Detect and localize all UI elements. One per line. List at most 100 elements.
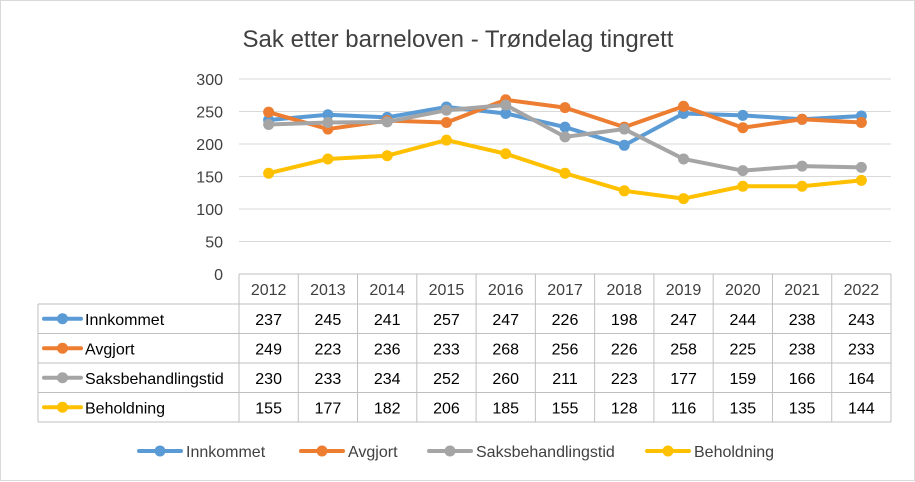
data-point <box>737 180 749 192</box>
table-legend-marker <box>57 401 68 413</box>
data-cell: 185 <box>492 400 519 417</box>
x-tick-label: 2021 <box>784 282 820 299</box>
data-point <box>263 167 275 179</box>
series-innkommet <box>263 101 867 151</box>
data-cell: 144 <box>848 400 875 417</box>
legend-label: Innkommet <box>186 444 266 461</box>
data-point <box>322 117 334 129</box>
table-legend-marker <box>57 313 68 325</box>
data-point <box>796 113 808 125</box>
data-cell: 116 <box>671 400 697 417</box>
series-beholdning <box>263 134 867 205</box>
data-point <box>263 119 275 130</box>
x-tick-label: 2013 <box>310 282 346 299</box>
table-row-label: Saksbehandlingstid <box>85 371 224 388</box>
data-cell: 233 <box>315 371 342 388</box>
data-cell: 223 <box>611 371 638 388</box>
y-tick-label: 100 <box>196 202 223 219</box>
x-tick-label: 2017 <box>547 282 583 299</box>
legend-label: Saksbehandlingstid <box>476 444 615 461</box>
data-point <box>618 139 630 151</box>
data-point <box>440 117 452 129</box>
table-legend-marker <box>57 372 68 384</box>
data-point <box>678 153 690 165</box>
data-cell: 247 <box>492 312 519 329</box>
data-point <box>855 117 867 129</box>
data-point <box>855 174 867 186</box>
y-tick-label: 250 <box>196 105 223 122</box>
legend-marker <box>154 445 166 457</box>
data-cell: 247 <box>670 312 697 329</box>
data-point <box>500 148 512 160</box>
x-tick-label: 2022 <box>844 282 880 299</box>
data-cell: 244 <box>729 312 756 329</box>
data-point <box>559 167 571 179</box>
series-lines <box>263 94 867 205</box>
table-legend-marker <box>57 342 68 354</box>
data-cell: 128 <box>611 400 638 417</box>
legend-marker <box>662 445 674 457</box>
data-point <box>500 99 512 111</box>
data-cell: 256 <box>552 341 579 358</box>
data-point <box>322 153 334 165</box>
data-point <box>796 180 808 192</box>
data-cell: 230 <box>255 371 282 388</box>
data-point <box>559 102 571 114</box>
data-cell: 182 <box>374 400 401 417</box>
legend-label: Beholdning <box>694 444 774 461</box>
data-cell: 249 <box>255 341 282 358</box>
y-tick-label: 150 <box>196 170 223 187</box>
data-cell: 159 <box>729 371 756 388</box>
data-cell: 241 <box>374 312 401 329</box>
data-point <box>440 134 452 146</box>
y-tick-label: 50 <box>205 235 223 252</box>
data-cell: 243 <box>848 312 875 329</box>
x-tick-label: 2014 <box>369 282 405 299</box>
data-point <box>737 165 749 177</box>
table-row-label: Avgjort <box>85 341 135 358</box>
legend: Innkommet Avgjort Saksbehandlingstid Behold… <box>137 444 774 461</box>
legend-item: Avgjort <box>299 444 398 461</box>
data-point <box>500 107 512 119</box>
data-point <box>678 193 690 205</box>
data-cell: 206 <box>433 400 460 417</box>
series-saksbehandlingstid <box>263 99 867 177</box>
data-cell: 135 <box>789 400 816 417</box>
data-point <box>737 109 749 121</box>
data-table: 2012 2013 2014 2015 2016 2017 2018 2019 2020 2021… <box>37 273 892 423</box>
data-cell: 155 <box>255 400 282 417</box>
data-cell: 237 <box>255 312 282 329</box>
data-cell: 238 <box>789 341 816 358</box>
legend-item: Saksbehandlingstid <box>427 444 615 461</box>
data-cell: 257 <box>433 312 460 329</box>
data-cell: 155 <box>552 400 579 417</box>
y-tick-label: 0 <box>214 267 223 284</box>
data-cell: 211 <box>552 371 578 388</box>
data-cell: 234 <box>374 371 401 388</box>
data-cell: 164 <box>848 371 875 388</box>
data-cell: 258 <box>670 341 697 358</box>
data-cell: 252 <box>433 371 460 388</box>
data-cell: 268 <box>492 341 519 358</box>
data-point <box>440 104 452 116</box>
legend-label: Avgjort <box>348 444 398 461</box>
data-point <box>618 123 630 135</box>
data-cell: 225 <box>729 341 756 358</box>
data-point <box>737 122 749 134</box>
y-tick-label: 200 <box>196 137 223 154</box>
data-cell: 198 <box>611 312 638 329</box>
table-row-label: Beholdning <box>85 400 165 417</box>
data-cell: 238 <box>789 312 816 329</box>
data-point <box>559 121 571 133</box>
data-cell: 177 <box>315 400 342 417</box>
x-tick-label: 2019 <box>666 282 702 299</box>
data-cell: 226 <box>552 312 579 329</box>
data-point <box>322 109 334 121</box>
table-row-label: Innkommet <box>85 312 165 329</box>
data-cell: 177 <box>670 371 697 388</box>
data-point <box>618 185 630 197</box>
data-point <box>381 116 393 128</box>
data-cell: 223 <box>315 341 342 358</box>
